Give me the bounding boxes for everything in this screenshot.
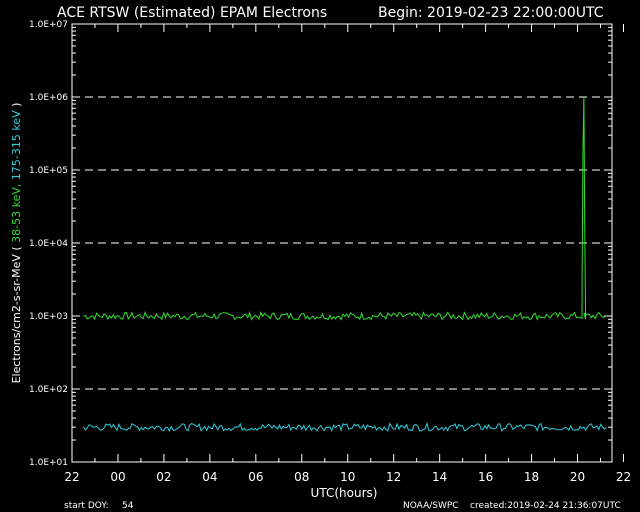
- x-tick-label: 12: [386, 470, 401, 484]
- y-tick-label: 1.0E+07: [29, 20, 68, 30]
- agency-label: NOAA/SWPC: [403, 501, 459, 511]
- y-axis-label-cyan: 175-315 keV: [10, 110, 23, 180]
- x-tick-label: 08: [294, 470, 309, 484]
- y-tick-label: 1.0E+04: [29, 239, 68, 249]
- y-axis-label: Electrons/cm2-s-sr-MeV ( 38-53 keV, 175-…: [10, 103, 23, 384]
- x-tick-label: 14: [432, 470, 447, 484]
- y-axis-label-green: 38-53 keV,: [10, 180, 23, 246]
- begin-time: Begin: 2019-02-23 22:00:00UTC: [378, 5, 604, 21]
- y-axis-label-prefix: Electrons/cm2-s-sr-MeV (: [10, 246, 23, 383]
- x-tick-label: 02: [156, 470, 171, 484]
- x-axis-label: UTC(hours): [311, 486, 378, 500]
- x-tick-label: 04: [202, 470, 217, 484]
- x-tick-label: 22: [64, 470, 79, 484]
- x-tick-label: 20: [570, 470, 585, 484]
- series-lines: [83, 96, 607, 433]
- start-doy-label: start DOY:: [64, 501, 109, 511]
- x-tick-label: 18: [524, 470, 539, 484]
- series-line-175-315kev: [83, 421, 607, 433]
- x-tick-label: 10: [340, 470, 355, 484]
- y-axis-ticks: 1.0E+01 1.0E+02 1.0E+03 1.0E+04 1.0E+05 1.0E+…: [29, 20, 612, 468]
- x-tick-label: 00: [110, 470, 125, 484]
- gridlines: [72, 96, 612, 390]
- x-tick-label: 16: [478, 470, 493, 484]
- y-tick-label: 1.0E+03: [29, 312, 68, 322]
- x-axis-ticks: 22 00 02 04 06 08 10 12 14 16 18 20 22: [64, 24, 631, 484]
- series-line-38-53kev: [83, 96, 607, 321]
- y-tick-label: 1.0E+05: [29, 166, 68, 176]
- y-tick-label: 1.0E+01: [29, 458, 68, 468]
- y-tick-label: 1.0E+06: [29, 93, 68, 103]
- y-axis-label-suffix: ): [10, 103, 23, 111]
- x-tick-label: 06: [248, 470, 263, 484]
- created-timestamp: created:2019-02-24 21:36:07UTC: [470, 501, 621, 511]
- y-tick-label: 1.0E+02: [29, 385, 68, 395]
- chart-title: ACE RTSW (Estimated) EPAM Electrons: [57, 5, 327, 21]
- start-doy-value: 54: [122, 501, 134, 511]
- x-tick-label: 22: [616, 470, 631, 484]
